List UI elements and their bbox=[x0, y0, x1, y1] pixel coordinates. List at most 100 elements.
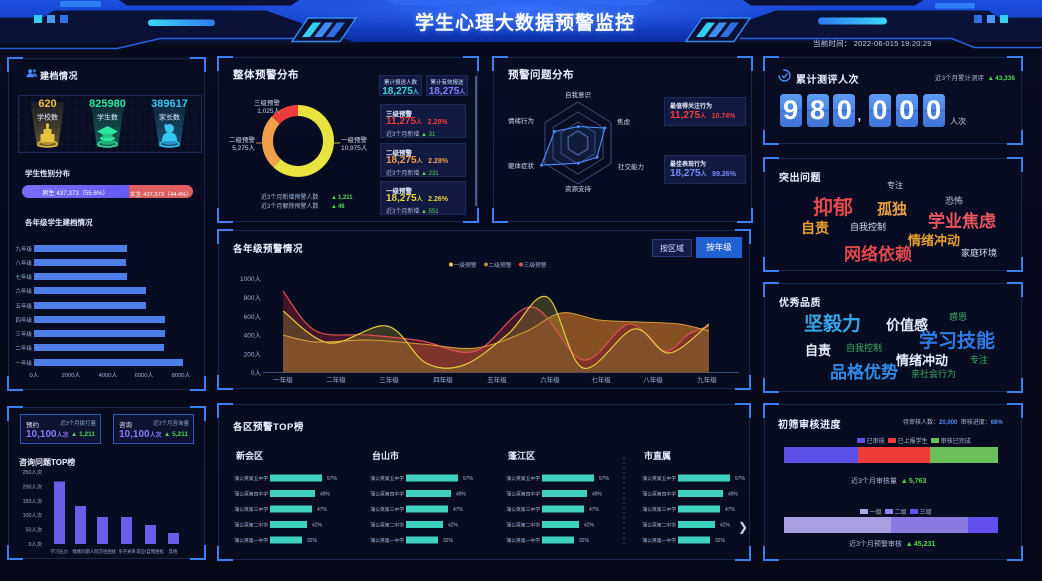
svg-text:八年级: 八年级 bbox=[643, 375, 663, 384]
svg-text:学生数: 学生数 bbox=[97, 112, 118, 121]
svg-text:其他: 其他 bbox=[169, 548, 178, 555]
svg-text:47%: 47% bbox=[453, 507, 464, 513]
svg-text:蓬江区: 蓬江区 bbox=[508, 450, 535, 461]
svg-text:蒲公英第二中学: 蒲公英第二中学 bbox=[642, 522, 676, 529]
svg-text:0人: 0人 bbox=[251, 369, 262, 377]
svg-text:蒲公英第二中学: 蒲公英第二中学 bbox=[234, 522, 268, 529]
svg-text:150人次: 150人次 bbox=[23, 497, 43, 505]
svg-text:蒲公英第五中学: 蒲公英第五中学 bbox=[506, 475, 540, 482]
svg-text:躯体症状: 躯体症状 bbox=[508, 161, 535, 170]
svg-text:一年级: 一年级 bbox=[273, 375, 293, 384]
svg-text:学习压力: 学习压力 bbox=[50, 548, 68, 555]
svg-text:焦虑: 焦虑 bbox=[617, 117, 631, 126]
svg-text:蒲公英第四中学: 蒲公英第四中学 bbox=[642, 491, 676, 498]
svg-text:400人: 400人 bbox=[244, 332, 262, 340]
svg-text:250人次: 250人次 bbox=[23, 468, 43, 476]
svg-text:▲ 46: ▲ 46 bbox=[331, 204, 345, 210]
svg-text:32%: 32% bbox=[579, 538, 590, 544]
svg-text:49%: 49% bbox=[320, 492, 331, 498]
svg-text:42%: 42% bbox=[584, 523, 595, 529]
svg-text:二年级: 二年级 bbox=[15, 344, 32, 352]
svg-text:蒲公英第四中学: 蒲公英第四中学 bbox=[370, 491, 404, 498]
svg-text:32%: 32% bbox=[307, 538, 318, 544]
svg-text:五年级: 五年级 bbox=[15, 302, 32, 310]
svg-text:100人次: 100人次 bbox=[23, 511, 43, 519]
svg-text:50人次: 50人次 bbox=[26, 526, 43, 534]
svg-text:蒲公英第三中学: 蒲公英第三中学 bbox=[642, 506, 676, 513]
svg-text:市直属: 市直属 bbox=[644, 450, 671, 461]
svg-text:57%: 57% bbox=[735, 476, 746, 482]
svg-text:蒲公英第一中学: 蒲公英第一中学 bbox=[370, 537, 404, 544]
svg-text:三年级: 三年级 bbox=[15, 330, 32, 338]
svg-text:2000人: 2000人 bbox=[62, 372, 81, 379]
svg-text:近3个月新增预警人数: 近3个月新增预警人数 bbox=[261, 193, 318, 201]
svg-text:三年级: 三年级 bbox=[379, 375, 399, 384]
svg-text:二级预警: 二级预警 bbox=[229, 135, 256, 144]
svg-text:1,025人: 1,025人 bbox=[257, 107, 280, 115]
svg-text:六年级: 六年级 bbox=[15, 287, 32, 295]
svg-text:0人: 0人 bbox=[29, 372, 38, 379]
svg-text:蒲公英第一中学: 蒲公英第一中学 bbox=[506, 537, 540, 544]
svg-text:亲子关系: 亲子关系 bbox=[118, 548, 136, 555]
svg-text:八年级: 八年级 bbox=[15, 259, 32, 267]
svg-text:一级预警: 一级预警 bbox=[453, 261, 476, 269]
svg-text:57%: 57% bbox=[327, 476, 338, 482]
svg-text:七年级: 七年级 bbox=[15, 273, 32, 281]
svg-text:家长数: 家长数 bbox=[159, 112, 180, 121]
svg-text:四年级: 四年级 bbox=[15, 316, 32, 324]
svg-text:6000人: 6000人 bbox=[135, 372, 154, 379]
svg-text:▲ 1,211: ▲ 1,211 bbox=[331, 195, 353, 201]
svg-text:49%: 49% bbox=[592, 492, 603, 498]
svg-text:389617: 389617 bbox=[151, 98, 188, 110]
svg-text:蒲公英第四中学: 蒲公英第四中学 bbox=[234, 491, 268, 498]
svg-text:蒲公英第二中学: 蒲公英第二中学 bbox=[506, 522, 540, 529]
svg-text:七年级: 七年级 bbox=[591, 375, 611, 384]
svg-text:10,975人: 10,975人 bbox=[341, 144, 368, 152]
svg-text:三级预警: 三级预警 bbox=[523, 261, 546, 269]
svg-text:4000人: 4000人 bbox=[99, 372, 118, 379]
svg-text:57%: 57% bbox=[463, 476, 474, 482]
svg-text:47%: 47% bbox=[317, 507, 328, 513]
svg-text:资源支持: 资源支持 bbox=[565, 184, 592, 193]
svg-text:蒲公英第一中学: 蒲公英第一中学 bbox=[234, 537, 268, 544]
svg-text:蒲公英第五中学: 蒲公英第五中学 bbox=[234, 475, 268, 482]
svg-text:蒲公英第四中学: 蒲公英第四中学 bbox=[506, 491, 540, 498]
svg-text:社交能力: 社交能力 bbox=[618, 162, 644, 171]
svg-text:42%: 42% bbox=[448, 523, 459, 529]
svg-text:200人次: 200人次 bbox=[23, 482, 43, 490]
svg-text:二级预警: 二级预警 bbox=[488, 261, 511, 269]
svg-text:47%: 47% bbox=[725, 507, 736, 513]
svg-text:九年级: 九年级 bbox=[697, 375, 717, 384]
svg-text:蒲公英第二中学: 蒲公英第二中学 bbox=[370, 522, 404, 529]
svg-text:32%: 32% bbox=[715, 538, 726, 544]
svg-text:蒲公英第三中学: 蒲公英第三中学 bbox=[370, 506, 404, 513]
svg-text:新会区: 新会区 bbox=[236, 450, 263, 461]
svg-text:一年级: 一年级 bbox=[15, 359, 32, 367]
svg-text:情绪行为: 情绪行为 bbox=[508, 116, 534, 125]
svg-text:825980: 825980 bbox=[89, 98, 126, 110]
svg-text:学校数: 学校数 bbox=[37, 112, 58, 121]
svg-text:32%: 32% bbox=[443, 538, 454, 544]
svg-text:台山市: 台山市 bbox=[372, 450, 399, 461]
svg-text:人际交往困扰: 人际交往困扰 bbox=[90, 548, 117, 555]
svg-text:8000人: 8000人 bbox=[172, 372, 191, 379]
svg-text:1000人: 1000人 bbox=[240, 275, 261, 283]
svg-text:49%: 49% bbox=[728, 492, 739, 498]
svg-text:适应/自我困扰: 适应/自我困扰 bbox=[136, 548, 164, 555]
svg-text:600人: 600人 bbox=[244, 313, 262, 321]
svg-text:蒲公英第三中学: 蒲公英第三中学 bbox=[506, 506, 540, 513]
svg-text:蒲公英第三中学: 蒲公英第三中学 bbox=[234, 506, 268, 513]
svg-text:800人: 800人 bbox=[244, 294, 262, 302]
svg-text:自我意识: 自我意识 bbox=[565, 90, 592, 99]
svg-text:四年级: 四年级 bbox=[433, 375, 453, 384]
svg-text:200人: 200人 bbox=[244, 351, 262, 359]
svg-text:三级预警: 三级预警 bbox=[254, 98, 281, 107]
svg-text:0人次: 0人次 bbox=[28, 540, 42, 548]
svg-text:57%: 57% bbox=[599, 476, 610, 482]
svg-text:620: 620 bbox=[38, 98, 56, 110]
svg-text:二年级: 二年级 bbox=[326, 375, 346, 384]
svg-text:近3个月解除预警人数: 近3个月解除预警人数 bbox=[261, 202, 318, 210]
svg-text:蒲公英第一中学: 蒲公英第一中学 bbox=[642, 537, 676, 544]
svg-text:蒲公英第五中学: 蒲公英第五中学 bbox=[370, 475, 404, 482]
svg-text:42%: 42% bbox=[720, 523, 731, 529]
